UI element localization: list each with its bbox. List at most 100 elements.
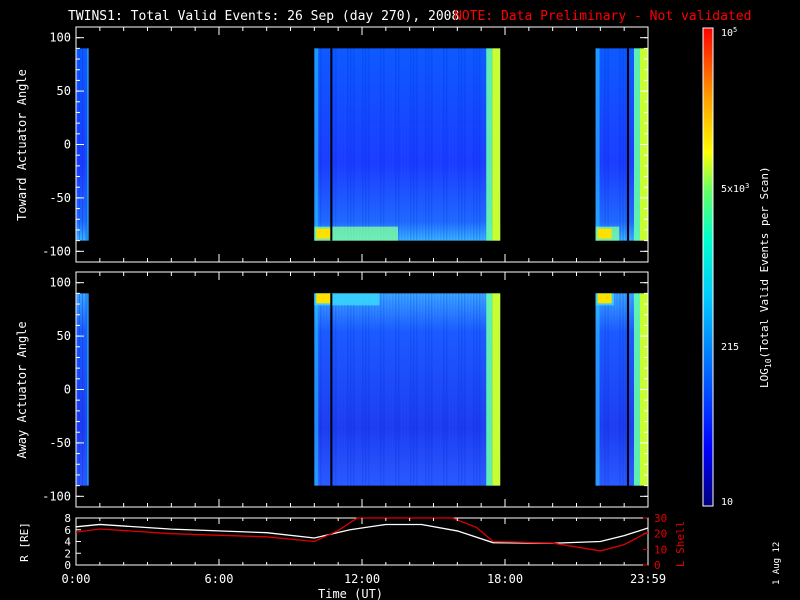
r-tick-label: 0 xyxy=(64,559,71,572)
data-block-fill xyxy=(314,48,501,241)
data-block xyxy=(314,48,501,241)
block-edge-glow xyxy=(486,293,493,486)
data-block-streak xyxy=(350,48,352,241)
data-block-streak xyxy=(431,48,433,241)
colorbar-tick-max: 105 xyxy=(721,26,737,39)
data-block-streak xyxy=(610,293,612,486)
data-block-streak xyxy=(440,48,442,241)
data-block-streak xyxy=(455,48,457,241)
data-block-streak xyxy=(323,48,325,241)
data-block-streak xyxy=(485,293,487,486)
data-block-streak xyxy=(347,293,349,486)
data-block-streak xyxy=(446,293,448,486)
data-block-streak xyxy=(383,48,385,241)
data-block-streak xyxy=(332,293,334,486)
data-block xyxy=(314,293,501,486)
data-block-streak xyxy=(425,48,427,241)
block-hot-spot xyxy=(597,293,612,304)
data-block-streak xyxy=(437,293,439,486)
block-edge-right xyxy=(492,48,501,241)
block-gap xyxy=(627,293,630,486)
block-edge-glow xyxy=(634,293,640,486)
data-block-streak xyxy=(482,293,484,486)
data-block-streak xyxy=(410,48,412,241)
data-block-streak xyxy=(392,293,394,486)
data-block-streak xyxy=(613,293,615,486)
data-block-streak xyxy=(386,48,388,241)
data-block-streak xyxy=(625,48,627,241)
data-block-streak xyxy=(422,48,424,241)
data-block-streak xyxy=(326,48,328,241)
plot-title: TWINS1: Total Valid Events: 26 Sep (day … xyxy=(68,9,459,24)
data-block-streak xyxy=(371,293,373,486)
data-block-streak xyxy=(431,293,433,486)
data-block-streak xyxy=(320,293,322,486)
data-block-streak xyxy=(371,48,373,241)
colorbar-tick-min: 10 xyxy=(721,497,733,508)
lshell-tick-label: 30 xyxy=(654,512,667,525)
data-block-streak xyxy=(470,48,472,241)
data-block-streak xyxy=(479,293,481,486)
data-block-streak xyxy=(386,293,388,486)
data-block-streak xyxy=(389,48,391,241)
lshell-tick-label: 0 xyxy=(654,559,661,572)
data-block-streak xyxy=(323,293,325,486)
y-tick-label: 0 xyxy=(64,138,71,152)
data-block-streak xyxy=(449,293,451,486)
data-block-streak xyxy=(404,293,406,486)
y-tick-label: 100 xyxy=(49,276,71,290)
data-block-streak xyxy=(464,293,466,486)
y-axis-label: Toward Actuator Angle xyxy=(15,69,29,221)
data-block-streak xyxy=(329,293,331,486)
data-block-streak xyxy=(359,293,361,486)
r-tick-label: 6 xyxy=(64,524,71,537)
data-block-streak xyxy=(326,293,328,486)
data-block-fill xyxy=(86,293,89,486)
data-block-streak xyxy=(341,293,343,486)
data-block-streak xyxy=(398,293,400,486)
toward-heatmap-panel: 100 50 0 -50 -100 Toward Actuator Angle xyxy=(15,26,649,263)
y-tick-label: -100 xyxy=(42,489,71,503)
data-block-streak xyxy=(359,48,361,241)
data-block-streak xyxy=(434,48,436,241)
colorbar-gradient xyxy=(702,27,714,507)
data-block-streak xyxy=(85,48,86,241)
data-block-streak xyxy=(437,48,439,241)
data-block-streak xyxy=(616,48,618,241)
r-axis-label: R [RE] xyxy=(18,522,31,562)
y-tick-label: -50 xyxy=(49,191,71,205)
data-block-streak xyxy=(628,48,630,241)
data-block-streak xyxy=(440,293,442,486)
orbit-frame xyxy=(75,517,649,566)
y-tick-label: 100 xyxy=(49,31,71,45)
data-block-streak xyxy=(604,48,606,241)
y-tick-label: -50 xyxy=(49,436,71,450)
data-block-streak xyxy=(413,48,415,241)
data-block-streak xyxy=(413,293,415,486)
r-series-line xyxy=(75,523,649,544)
away-heatmap-panel: 100 50 0 -50 -100 Away Actuator Angle xyxy=(15,271,649,508)
data-block-streak xyxy=(443,293,445,486)
block-edge-left xyxy=(314,48,319,241)
y-tick-label: 0 xyxy=(64,383,71,397)
r-tick-label: 4 xyxy=(64,536,71,549)
data-block-streak xyxy=(338,293,340,486)
data-block-streak xyxy=(410,293,412,486)
block-hot-spot xyxy=(597,228,612,239)
x-tick-label: 6:00 xyxy=(205,572,234,586)
data-block-streak xyxy=(461,293,463,486)
data-block-streak xyxy=(407,48,409,241)
data-block-streak xyxy=(601,48,603,241)
data-block-streak xyxy=(365,48,367,241)
data-block-streak xyxy=(455,293,457,486)
data-block-streak xyxy=(628,293,630,486)
block-edge-left xyxy=(595,48,600,241)
data-block-streak xyxy=(407,293,409,486)
data-block-streak xyxy=(368,48,370,241)
data-block-streak xyxy=(622,293,624,486)
block-hot-spot xyxy=(316,228,331,239)
data-block-streak xyxy=(625,293,627,486)
data-block-streak xyxy=(344,48,346,241)
data-block-streak xyxy=(452,293,454,486)
